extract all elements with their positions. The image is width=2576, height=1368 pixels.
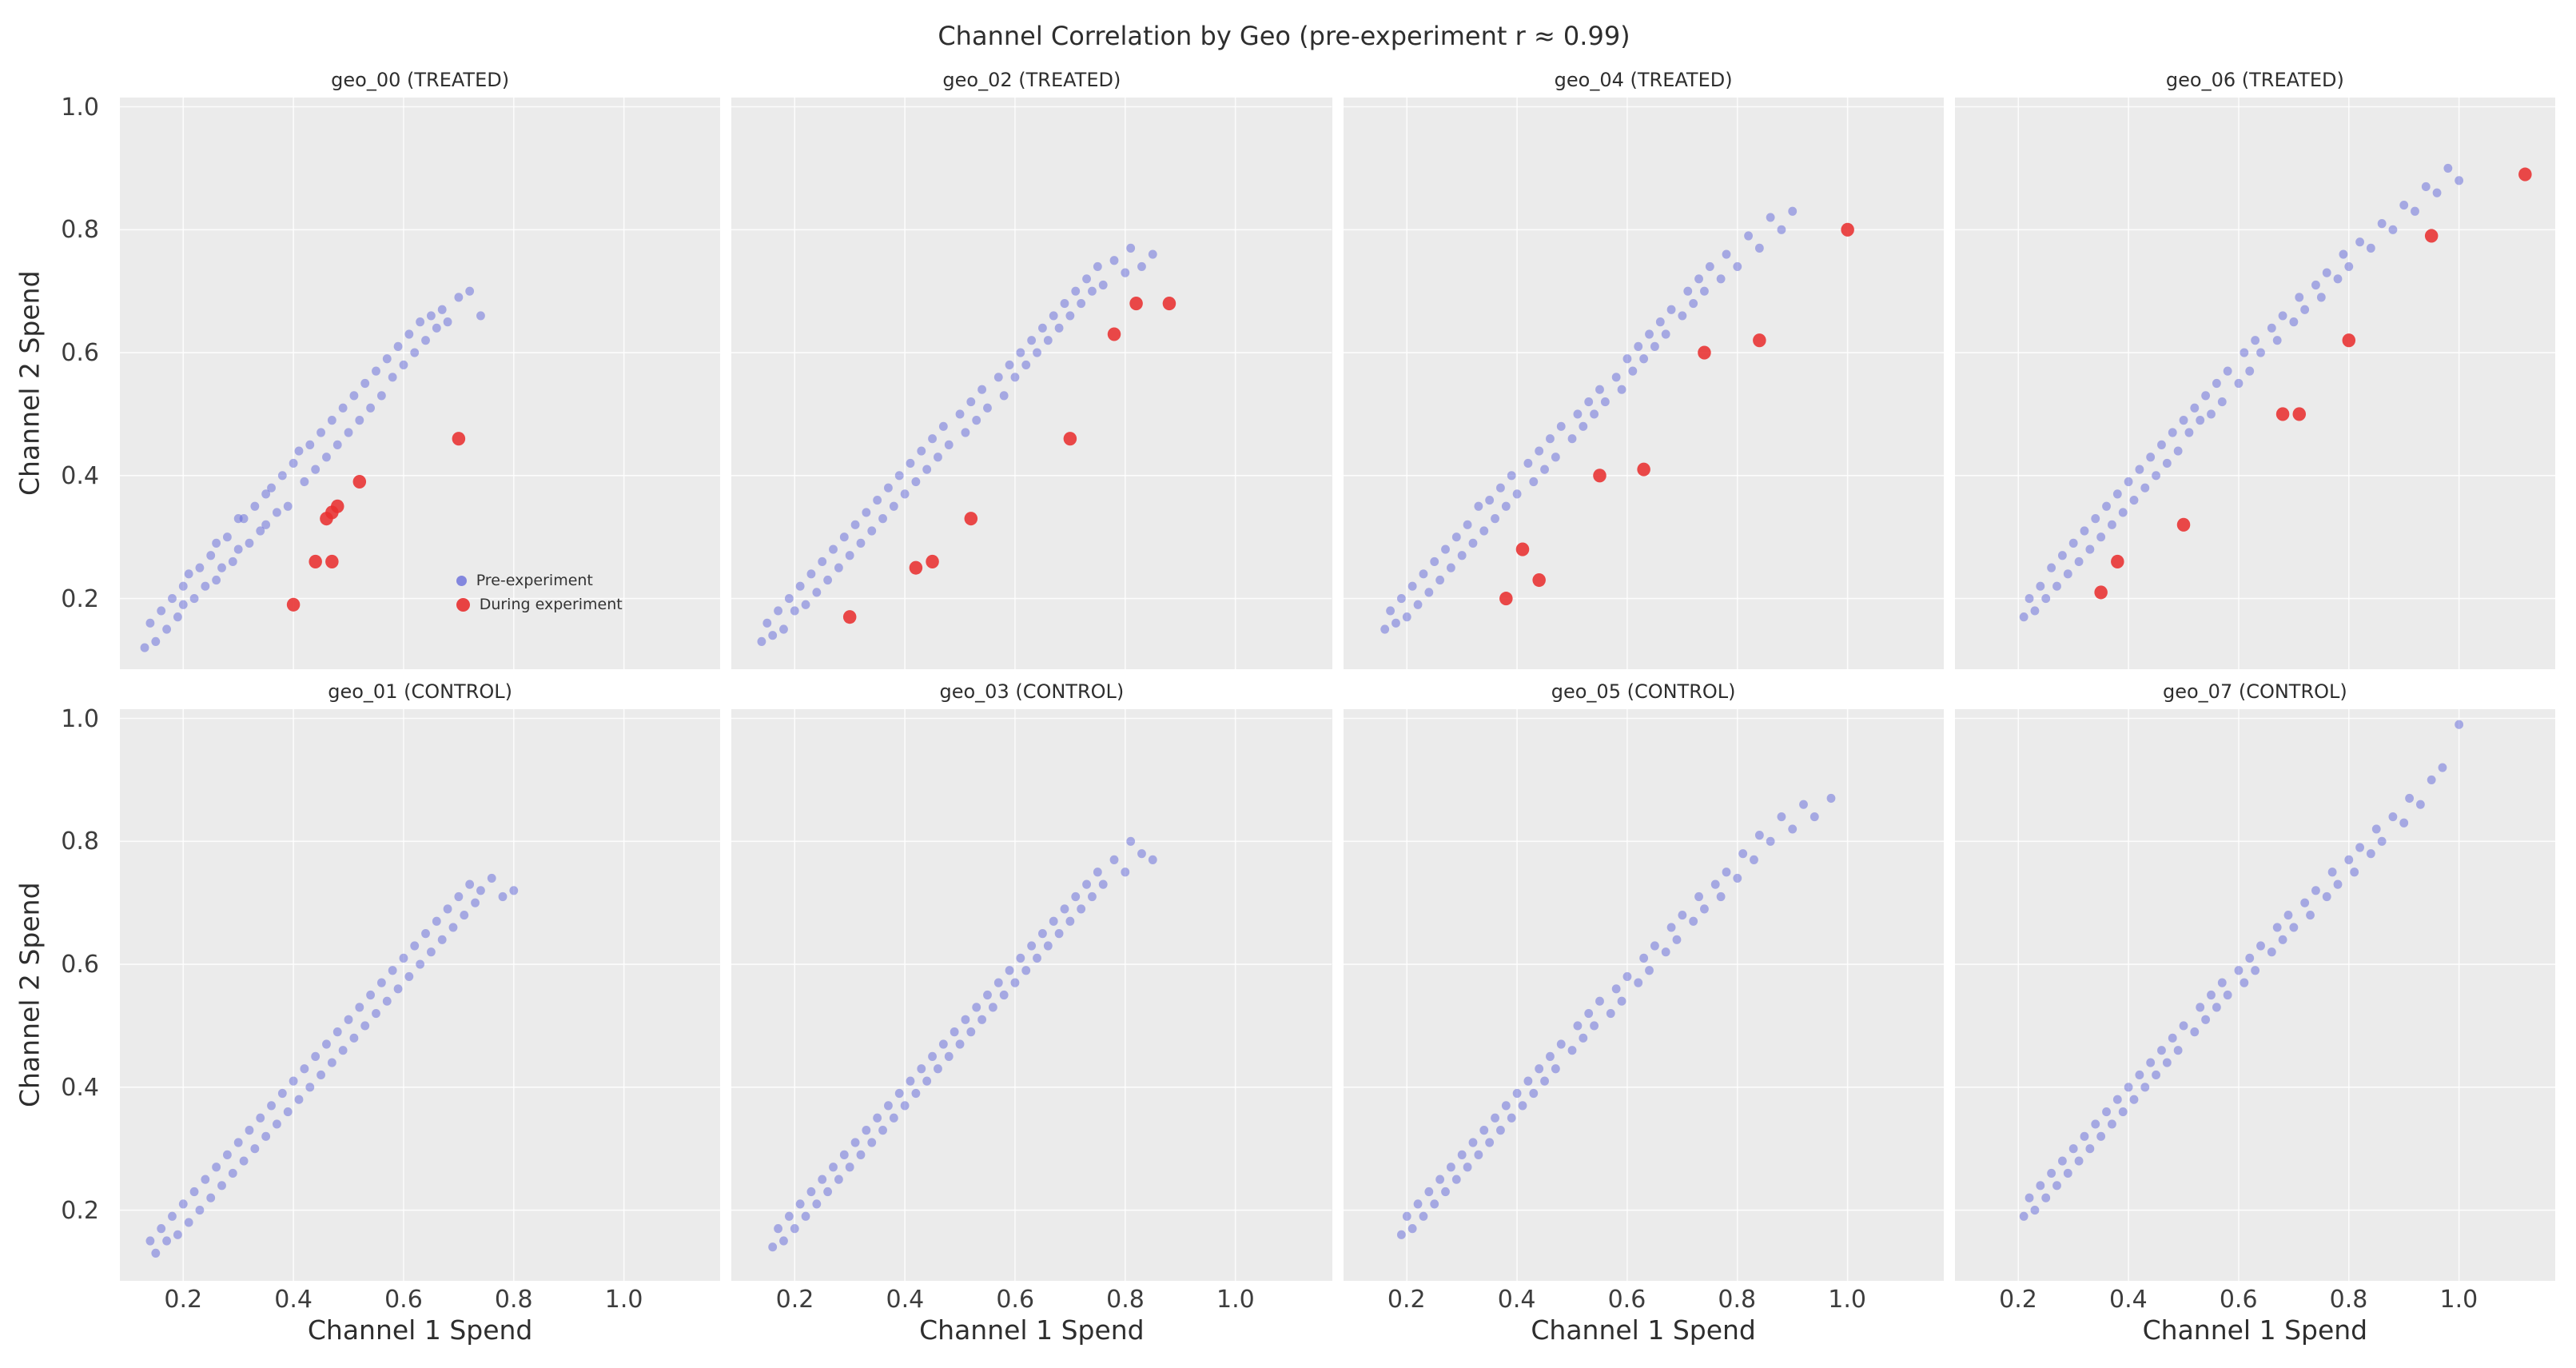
scatter-canvas [1954,98,2555,669]
y-tick-label: 0.2 [61,1196,99,1225]
y-tick-label: 0.6 [61,951,99,979]
x-tick-label: 0.6 [2219,1286,2258,1314]
x-tick-label: 0.6 [996,1286,1035,1314]
subplot-title: geo_02 (TREATED) [942,69,1121,91]
x-tick-strip: 0.2 0.4 0.6 0.8 1.0 [120,1281,720,1314]
scatter-canvas [1954,709,2555,1281]
subplot-title: geo_07 (CONTROL) [2162,680,2347,703]
x-tick-label: 0.2 [775,1286,814,1314]
y-tick-label: 0.4 [61,461,99,490]
x-tick-label: 0.6 [1607,1286,1646,1314]
y-tick-label: 0.4 [61,1073,99,1102]
x-tick-label: 1.0 [1828,1286,1866,1314]
subplot-geo_05: geo_05 (CONTROL) 0.2 0.4 0.6 0.8 1.0 Channel 1… [1343,679,1944,1350]
subplot-title: geo_05 (CONTROL) [1551,680,1736,703]
figure-title: Channel Correlation by Geo (pre-experime… [938,21,1630,51]
subplot-title: geo_04 (TREATED) [1554,69,1733,91]
scatter-canvas [120,709,721,1281]
x-tick-label: 0.8 [1106,1286,1145,1314]
x-axis-label: Channel 1 Spend [307,1314,533,1346]
subplot-geo_00: geo_00 (TREATED) Pre-experiment During exp… [120,67,721,669]
x-tick-label: 0.2 [164,1286,203,1314]
x-tick-strip: 0.2 0.4 0.6 0.8 1.0 [1955,1281,2555,1314]
pre-experiment-marker-icon [456,575,467,586]
y-tick-label: 0.2 [61,584,99,613]
legend: Pre-experiment During experiment [456,572,623,613]
legend-label: Pre-experiment [476,572,593,590]
x-tick-label: 1.0 [1216,1286,1255,1314]
x-tick-label: 1.0 [2439,1286,2478,1314]
y-tick-label: 1.0 [61,704,99,733]
subplot-geo_07: geo_07 (CONTROL) 0.2 0.4 0.6 0.8 1.0 Channel 1… [1954,679,2555,1350]
x-tick-label: 0.4 [1497,1286,1536,1314]
y-axis-label: Channel 2 Spend [14,270,46,497]
scatter-canvas [1343,709,1944,1281]
subplot-geo_03: geo_03 (CONTROL) 0.2 0.4 0.6 0.8 1.0 Channel 1… [731,679,1332,1350]
x-tick-label: 0.8 [1718,1286,1757,1314]
x-tick-label: 0.8 [2329,1286,2368,1314]
subplot-title: geo_01 (CONTROL) [328,680,513,703]
x-tick-label: 0.8 [494,1286,533,1314]
y-tick-label: 0.6 [61,339,99,368]
subplot-geo_02: geo_02 (TREATED) [731,67,1332,669]
y-tick-label: 0.8 [61,216,99,245]
x-tick-label: 0.4 [886,1286,925,1314]
x-tick-label: 0.4 [2108,1286,2148,1314]
x-tick-strip: 0.2 0.4 0.6 0.8 1.0 [731,1281,1332,1314]
subplot-row: Channel 2 Spend 1.0 0.8 0.6 0.4 0.2 geo_01 (CO… [13,679,2555,1350]
y-axis-gutter: Channel 2 Spend 1.0 0.8 0.6 0.4 0.2 [13,679,109,1350]
x-axis-label: Channel 1 Spend [2142,1314,2368,1346]
subplot-grid: Channel 2 Spend 1.0 0.8 0.6 0.4 0.2 geo_00 (TR… [13,67,2555,1350]
y-tick-label: 1.0 [61,93,99,122]
subplot-geo_06: geo_06 (TREATED) [1954,67,2555,669]
x-tick-strip: 0.2 0.4 0.6 0.8 1.0 [1344,1281,1944,1314]
subplot-row: Channel 2 Spend 1.0 0.8 0.6 0.4 0.2 geo_00 (TR… [13,67,2555,669]
y-axis-label: Channel 2 Spend [14,882,46,1108]
subplot-geo_04: geo_04 (TREATED) [1343,67,1944,669]
y-axis-gutter: Channel 2 Spend 1.0 0.8 0.6 0.4 0.2 [13,67,109,669]
legend-label: During experiment [479,596,623,614]
x-axis-label: Channel 1 Spend [919,1314,1145,1346]
legend-item: During experiment [456,596,623,613]
scatter-canvas [731,98,1332,669]
subplot-title: geo_00 (TREATED) [331,69,510,91]
scatter-canvas [1343,98,1944,669]
during-experiment-marker-icon [456,597,470,612]
scatter-canvas [120,98,721,669]
scatter-canvas [731,709,1332,1281]
subplot-geo_01: geo_01 (CONTROL) 0.2 0.4 0.6 0.8 1.0 Channel 1… [120,679,721,1350]
x-axis-label: Channel 1 Spend [1531,1314,1756,1346]
subplot-title: geo_03 (CONTROL) [939,680,1125,703]
x-tick-label: 0.6 [384,1286,423,1314]
x-tick-label: 0.4 [274,1286,313,1314]
legend-item: Pre-experiment [456,572,623,589]
x-tick-label: 0.2 [1999,1286,2037,1314]
subplot-title: geo_06 (TREATED) [2165,69,2344,91]
x-tick-label: 0.2 [1387,1286,1426,1314]
x-tick-label: 1.0 [604,1286,643,1314]
y-tick-label: 0.8 [61,828,99,856]
figure: Channel Correlation by Geo (pre-experime… [13,8,2555,1350]
